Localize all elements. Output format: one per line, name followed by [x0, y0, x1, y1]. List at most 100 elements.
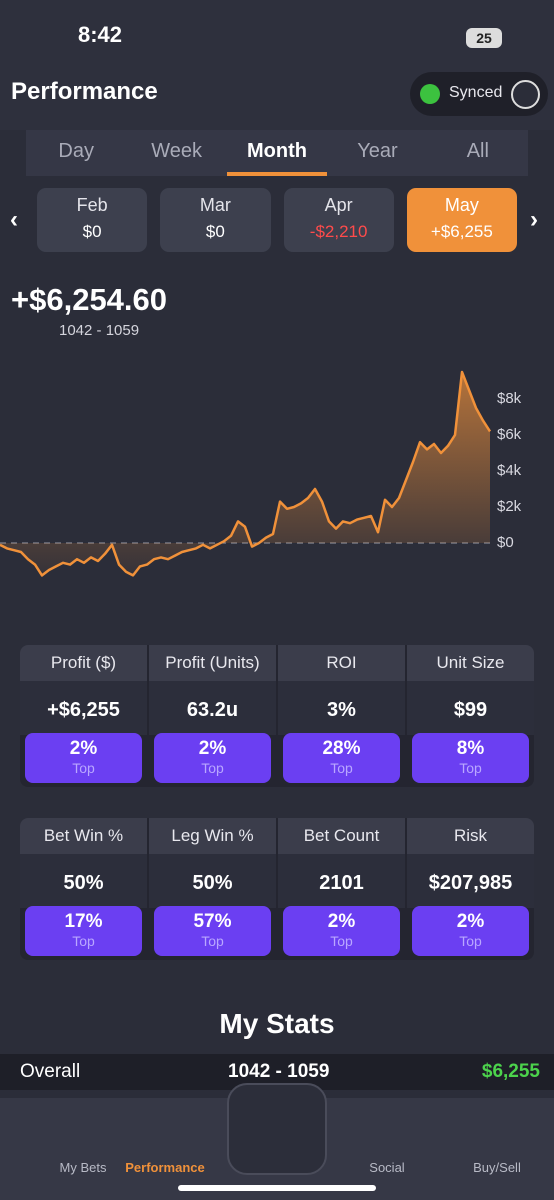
overall-profit: $6,255	[481, 1061, 540, 1082]
month-card[interactable]: Mar $0	[160, 188, 271, 252]
rank-value: 17%	[64, 911, 103, 932]
stat-label: Profit (Units)	[149, 645, 276, 681]
stat-value: 63.2u	[149, 681, 276, 735]
period-tab[interactable]: Month	[226, 130, 328, 176]
sync-badge[interactable]: Synced	[410, 72, 548, 116]
stats-block: Profit ($) +$6,255 2% Top Profit (Units) 63.2…	[20, 645, 534, 787]
month-label: May	[444, 195, 479, 215]
home-logo-button[interactable]	[227, 1083, 327, 1175]
month-label: Apr	[324, 195, 353, 215]
stat-card[interactable]: Leg Win % 50% 57% Top	[149, 818, 278, 960]
month-value: -$2,210	[309, 222, 368, 241]
stat-card[interactable]: Risk $207,985 2% Top	[407, 818, 534, 960]
overall-record: 1042 - 1059	[228, 1061, 330, 1082]
nav-item[interactable]: My Bets	[59, 1160, 107, 1175]
record: 1042 - 1059	[59, 322, 140, 339]
stat-value: $207,985	[407, 854, 534, 908]
rank-pill: 2% Top	[154, 733, 271, 783]
sync-dot	[420, 84, 440, 104]
month-label: Mar	[199, 195, 231, 215]
stat-card[interactable]: Bet Count 2101 2% Top	[278, 818, 407, 960]
rank-pill: 17% Top	[25, 906, 142, 956]
stat-card[interactable]: Profit (Units) 63.2u 2% Top	[149, 645, 278, 787]
rank-pill: 57% Top	[154, 906, 271, 956]
period-tab[interactable]: Year	[357, 140, 398, 162]
profit-chart: $0 $2k $4k $6k $8k	[0, 370, 522, 577]
month-value: $0	[205, 222, 225, 241]
rank-pill: 8% Top	[412, 733, 529, 783]
home-indicator	[178, 1185, 376, 1191]
stat-value: 3%	[278, 681, 405, 735]
period-tab[interactable]: Day	[58, 140, 94, 162]
battery: 25	[466, 28, 502, 48]
overall-row[interactable]: Overall 1042 - 1059 $6,255	[0, 1054, 554, 1090]
stat-label: Risk	[407, 818, 534, 854]
profit-line	[0, 370, 492, 577]
month-card[interactable]: May +$6,255	[406, 188, 517, 252]
next-arrow[interactable]: ›	[530, 206, 538, 233]
rank-label: Top	[201, 760, 224, 776]
section-title: My Stats	[219, 1008, 335, 1039]
stat-card[interactable]: Profit ($) +$6,255 2% Top	[20, 645, 149, 787]
stat-value: 2101	[278, 854, 405, 908]
y-tick-label: $0	[497, 534, 514, 551]
rank-value: 2%	[327, 911, 356, 932]
page-title: Performance	[11, 78, 158, 105]
avatar[interactable]	[511, 80, 540, 109]
stat-label: Profit ($)	[20, 645, 147, 681]
month-selector: Feb $0 Mar $0 Apr -$2,210 May +$6,255	[37, 188, 517, 252]
rank-value: 2%	[69, 738, 98, 759]
rank-pill: 28% Top	[283, 733, 400, 783]
stat-label: Bet Win %	[20, 818, 147, 854]
month-card[interactable]: Apr -$2,210	[283, 188, 394, 252]
area-shade	[0, 372, 490, 576]
rank-label: Top	[330, 760, 353, 776]
nav-item[interactable]: Performance	[125, 1160, 205, 1175]
period-tab[interactable]: Week	[151, 140, 202, 162]
rank-value: 28%	[322, 738, 361, 759]
stat-label: Leg Win %	[149, 818, 276, 854]
stat-card[interactable]: Bet Win % 50% 17% Top	[20, 818, 149, 960]
nav-item[interactable]: Buy/Sell	[473, 1160, 521, 1175]
month-label: Feb	[76, 195, 108, 215]
stat-value: 50%	[20, 854, 147, 908]
prev-arrow[interactable]: ‹	[10, 206, 18, 233]
month-card[interactable]: Feb $0	[37, 188, 148, 252]
period-tabs: Day Week Month Year All	[26, 130, 528, 176]
stat-card[interactable]: ROI 3% 28% Top	[278, 645, 407, 787]
sync-label: Synced	[449, 84, 503, 101]
rank-label: Top	[459, 760, 482, 776]
y-tick-label: $4k	[497, 462, 522, 479]
stat-label: ROI	[278, 645, 405, 681]
rank-value: 2%	[456, 911, 485, 932]
rank-label: Top	[330, 933, 353, 949]
total-profit: +$6,254.60	[11, 282, 168, 317]
period-tab[interactable]: All	[466, 140, 489, 162]
overall-label: Overall	[20, 1061, 81, 1082]
stat-label: Bet Count	[278, 818, 405, 854]
stat-value: 50%	[149, 854, 276, 908]
rank-pill: 2% Top	[412, 906, 529, 956]
month-value: +$6,255	[430, 222, 493, 241]
rank-value: 8%	[456, 738, 485, 759]
stat-value: $99	[407, 681, 534, 735]
y-tick-label: $2k	[497, 498, 522, 515]
stat-value: +$6,255	[20, 681, 147, 735]
rank-label: Top	[72, 760, 95, 776]
rank-pill: 2% Top	[283, 906, 400, 956]
stat-card[interactable]: Unit Size $99 8% Top	[407, 645, 534, 787]
y-tick-label: $6k	[497, 426, 522, 443]
clock: 8:42	[78, 22, 123, 47]
rank-value: 2%	[198, 738, 227, 759]
rank-label: Top	[459, 933, 482, 949]
rank-value: 57%	[193, 911, 232, 932]
rank-label: Top	[201, 933, 224, 949]
nav-item[interactable]: Social	[369, 1160, 405, 1175]
stat-label: Unit Size	[407, 645, 534, 681]
rank-pill: 2% Top	[25, 733, 142, 783]
stats-block: Bet Win % 50% 17% Top Leg Win % 50% 57% Top Bet …	[20, 818, 534, 960]
y-tick-label: $8k	[497, 390, 522, 407]
month-value: $0	[82, 222, 102, 241]
rank-label: Top	[72, 933, 95, 949]
